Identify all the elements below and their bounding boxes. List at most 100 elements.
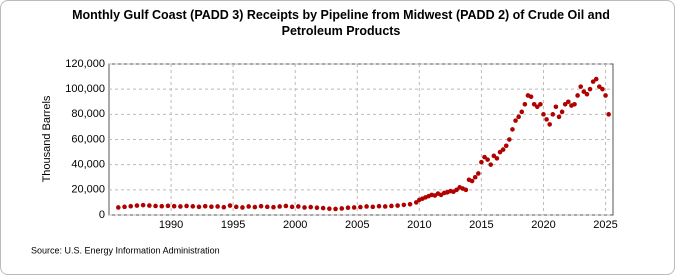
data-point (497, 149, 503, 155)
data-point (578, 84, 584, 89)
data-point (202, 203, 208, 209)
data-point (516, 114, 521, 120)
data-point (559, 109, 565, 115)
data-point (178, 204, 183, 209)
data-point (488, 162, 494, 167)
data-point (283, 203, 289, 209)
data-point (184, 203, 189, 209)
data-point (584, 91, 590, 97)
chart-title: Monthly Gulf Coast (PADD 3) Receipts by … (72, 8, 610, 38)
data-point (264, 204, 270, 210)
y-tick-label: 60,000 (71, 133, 105, 145)
data-point (370, 204, 376, 210)
data-point (469, 178, 475, 184)
data-point (547, 122, 552, 127)
x-tick-label: 2000 (283, 219, 307, 231)
y-tick-label: 120,000 (65, 58, 105, 70)
data-point (122, 204, 127, 210)
data-point (485, 157, 490, 162)
data-point (606, 112, 611, 117)
data-point (528, 94, 534, 100)
data-point (240, 205, 245, 210)
data-point (603, 93, 608, 98)
data-point (258, 203, 264, 209)
x-tick-label: 1995 (221, 219, 245, 231)
data-point (566, 99, 571, 105)
data-point (159, 203, 165, 209)
data-point (572, 101, 577, 107)
source: Source: U.S. Energy Information Administ… (31, 245, 220, 255)
data-point (190, 204, 196, 209)
data-point (556, 114, 562, 120)
data-point (494, 156, 500, 161)
data-point (472, 174, 478, 180)
data-point (351, 205, 357, 210)
data-point (153, 203, 158, 209)
data-point (597, 84, 602, 89)
data-point (227, 203, 233, 208)
data-point (581, 89, 587, 94)
data-point (308, 204, 314, 210)
data-point (196, 204, 202, 210)
y-tick-label: 20,000 (71, 184, 105, 196)
data-point (221, 204, 227, 210)
data-point (413, 200, 419, 205)
data-point (562, 101, 568, 107)
data-point (479, 159, 484, 165)
data-point (358, 204, 363, 210)
data-point (476, 171, 481, 176)
data-point (575, 93, 580, 98)
data-point (553, 104, 559, 110)
data-point (491, 153, 497, 159)
data-point (209, 204, 214, 209)
data-point (401, 202, 407, 208)
data-point (587, 86, 593, 92)
y-tick-label: 40,000 (71, 159, 105, 171)
x-tick-label: 2005 (345, 219, 369, 231)
data-point (364, 204, 369, 209)
data-point (246, 204, 251, 209)
data-point (513, 118, 518, 123)
data-point (339, 206, 345, 211)
x-tick-label: 2025 (593, 219, 617, 231)
data-point (277, 204, 282, 209)
data-point (454, 187, 459, 193)
data-point (482, 154, 487, 160)
data-point (544, 117, 549, 122)
data-point (541, 112, 546, 117)
data-point (333, 206, 338, 212)
data-point (320, 205, 326, 211)
data-point (510, 127, 515, 132)
x-tick-label: 1990 (159, 219, 183, 231)
data-point (134, 203, 140, 208)
data-point (215, 204, 220, 209)
data-point (593, 76, 599, 82)
data-point (500, 147, 506, 152)
data-point (503, 143, 509, 149)
data-point (507, 137, 512, 142)
data-point (147, 203, 152, 208)
data-point (522, 101, 528, 107)
data-point (302, 205, 307, 210)
data-point (382, 204, 388, 209)
data-point (314, 205, 320, 211)
data-point (165, 203, 171, 209)
data-point (233, 204, 239, 210)
data-point (140, 202, 146, 208)
data-point (407, 202, 413, 207)
data-point (590, 79, 596, 84)
y-axis-label: Thousand Barrels (41, 95, 53, 182)
x-tick-label: 2015 (469, 219, 493, 231)
x-tick-label: 2020 (531, 219, 555, 231)
data-point (327, 206, 332, 212)
data-point (376, 203, 382, 209)
data-point (550, 112, 556, 117)
data-point (289, 204, 295, 210)
y-tick-label: 0 (99, 209, 105, 221)
data-point (271, 204, 276, 210)
data-point (296, 204, 301, 209)
data-point (128, 203, 134, 209)
data-point (116, 205, 121, 210)
